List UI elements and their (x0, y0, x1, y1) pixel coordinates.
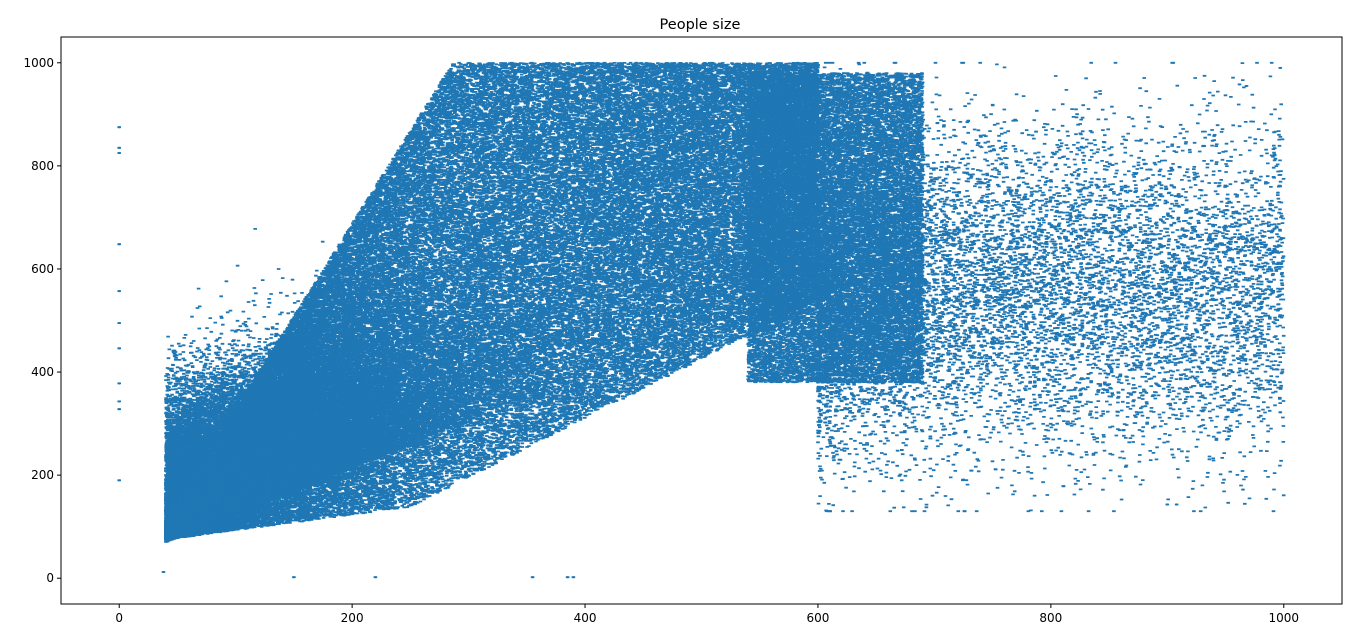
scatter-point (118, 126, 121, 129)
scatter-point (1241, 488, 1245, 491)
x-tick-label: 1000 (1268, 611, 1299, 625)
y-axis-ticks: 0 200 400 600 800 1000 (23, 56, 61, 585)
scatter-point (118, 290, 121, 293)
scatter-point (118, 321, 121, 325)
y-tick-label: 0 (46, 571, 54, 585)
x-tick-label: 600 (807, 611, 830, 625)
y-tick-label: 1000 (23, 56, 54, 70)
scatter-point (118, 243, 121, 246)
scatter-point (1175, 503, 1178, 506)
scatter-points (117, 61, 1286, 579)
scatter-point (1280, 236, 1283, 240)
x-tick-label: 0 (115, 611, 123, 625)
scatter-point (1245, 84, 1248, 88)
scatter-point (1279, 66, 1282, 70)
x-tick-label: 800 (1039, 611, 1062, 625)
scatter-point (1276, 191, 1280, 194)
scatter-point (1166, 503, 1169, 506)
scatter-point (292, 576, 296, 579)
chart-title: People size (660, 17, 741, 33)
scatter-point (118, 347, 121, 350)
x-tick-label: 400 (574, 611, 597, 625)
y-tick-label: 600 (31, 262, 54, 276)
scatter-point (566, 576, 569, 579)
scatter-point (1279, 411, 1282, 414)
scatter-point (572, 576, 575, 579)
scatter-point (162, 570, 165, 574)
scatter-point (118, 382, 121, 385)
scatter-point (1238, 83, 1241, 86)
scatter-point-group (117, 61, 1284, 579)
x-axis-ticks: 0 200 400 600 800 1000 (115, 604, 1299, 625)
scatter-point (118, 146, 121, 149)
x-tick-label: 200 (341, 611, 364, 625)
plot-frame (60, 36, 1343, 605)
scatter-point (118, 479, 121, 482)
scatter-point (531, 576, 534, 579)
scatter-point (118, 151, 121, 155)
y-tick-label: 400 (31, 365, 54, 379)
y-tick-label: 200 (31, 468, 54, 482)
scatter-point (118, 400, 121, 403)
y-tick-label: 800 (31, 159, 54, 173)
scatter-point (374, 576, 377, 579)
scatter-point (118, 408, 121, 411)
